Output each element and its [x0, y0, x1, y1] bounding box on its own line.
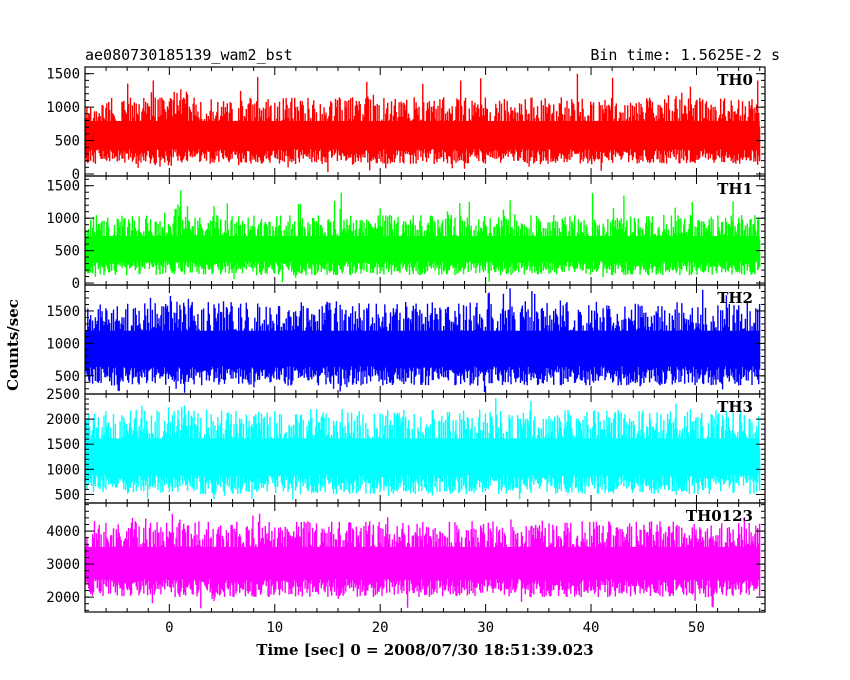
x-tick-label: 40: [583, 620, 600, 636]
y-tick-label: 500: [55, 487, 80, 503]
panel-label-th0: TH0: [717, 71, 753, 89]
x-tick-label: 20: [372, 620, 389, 636]
x-tick-label: 50: [688, 620, 705, 636]
y-tick-label: 2000: [46, 412, 80, 428]
y-tick-label: 1000: [46, 211, 80, 227]
panel-label-th0123: TH0123: [686, 507, 753, 525]
header-right-title: Bin time: 1.5625E-2 s: [590, 46, 780, 64]
y-tick-label: 1000: [46, 336, 80, 352]
y-tick-label: 1500: [46, 179, 80, 195]
y-tick-label: 1500: [46, 304, 80, 320]
y-tick-label: 500: [55, 244, 80, 260]
y-tick-label: 0: [72, 167, 80, 183]
panel-th2: 500 1000 1500 TH2: [46, 284, 766, 395]
y-tick-label: 4000: [46, 524, 80, 540]
series-core-th0: [85, 120, 760, 149]
y-tick-label: 1500: [46, 67, 80, 83]
y-tick-label: 1500: [46, 437, 80, 453]
panel-th1: 0 500 1000 1500 TH1: [46, 175, 766, 292]
panel-th0: 0 500 1000 1500 TH0: [46, 66, 766, 183]
y-tick-label: 0: [72, 276, 80, 292]
panel-label-th1: TH1: [717, 180, 753, 198]
header-left-title: ae080730185139_wam2_bst: [85, 46, 293, 64]
series-core-th2: [85, 330, 760, 367]
panel-label-th3: TH3: [717, 398, 753, 416]
y-axis-label: Counts/sec: [4, 299, 22, 391]
series-core-th1: [85, 236, 760, 262]
x-axis-label: Time [sec] 0 = 2008/07/30 18:51:39.023: [256, 641, 593, 659]
y-tick-label: 2000: [46, 590, 80, 606]
y-tick-label: 2500: [46, 387, 80, 403]
x-tick-label: 10: [266, 620, 283, 636]
y-tick-label: 500: [55, 134, 80, 150]
series-core-th0123: [85, 546, 760, 579]
y-tick-label: 500: [55, 369, 80, 385]
y-tick-label: 1000: [46, 100, 80, 116]
y-tick-label: 3000: [46, 557, 80, 573]
x-tick-label: 30: [477, 620, 494, 636]
panel-th0123: 2000 3000 4000 TH0123: [46, 502, 766, 613]
y-tick-label: 1000: [46, 462, 80, 478]
x-tick-label: 0: [165, 620, 173, 636]
panel-label-th2: TH2: [717, 289, 753, 307]
series-core-th3: [85, 438, 760, 475]
panel-th3: 500 1000 1500 2000 2500 TH3: [46, 387, 766, 504]
